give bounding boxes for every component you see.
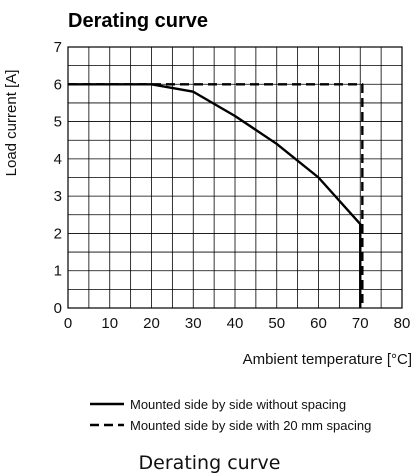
- y-tick-label: 1: [54, 263, 62, 280]
- y-tick-label: 0: [54, 300, 62, 317]
- x-tick-label: 10: [101, 315, 118, 332]
- x-tick-label: 0: [64, 315, 72, 332]
- series-line-without-spacing: [68, 83, 362, 308]
- y-tick-label: 7: [54, 39, 62, 56]
- x-axis-label: Ambient temperature [°C]: [243, 351, 412, 368]
- x-tick-labels: 0 10 20 30 40 50 60 70 80: [64, 315, 411, 332]
- derating-chart: Derating curve Load current [A] 0 1 2 3 4 5 6 7…: [3, 10, 412, 433]
- plot-frame: [67, 46, 403, 309]
- x-tick-label: 30: [185, 315, 202, 332]
- x-tick-label: 50: [268, 315, 285, 332]
- legend: Mounted side by side without spacing Mou…: [90, 397, 371, 433]
- legend-solid-label: Mounted side by side without spacing: [130, 397, 346, 412]
- x-tick-label: 70: [352, 315, 369, 332]
- x-tick-label: 60: [310, 315, 327, 332]
- x-tick-label: 40: [227, 315, 244, 332]
- legend-dashed-label: Mounted side by side with 20 mm spacing: [130, 418, 371, 433]
- y-tick-label: 6: [54, 76, 62, 93]
- chart-title: Derating curve: [68, 10, 208, 32]
- x-tick-label: 80: [394, 315, 411, 332]
- figure-caption: Derating curve: [138, 452, 281, 474]
- x-tick-label: 20: [143, 315, 160, 332]
- grid: [68, 47, 402, 308]
- y-axis-label: Load current [A]: [3, 70, 20, 177]
- y-tick-label: 3: [54, 188, 62, 205]
- y-tick-label: 2: [54, 225, 62, 242]
- y-tick-labels: 0 1 2 3 4 5 6 7: [54, 39, 62, 317]
- series-lines: [68, 83, 364, 308]
- y-tick-label: 4: [54, 151, 62, 168]
- y-tick-label: 5: [54, 114, 62, 131]
- series-line-with-spacing: [68, 83, 364, 308]
